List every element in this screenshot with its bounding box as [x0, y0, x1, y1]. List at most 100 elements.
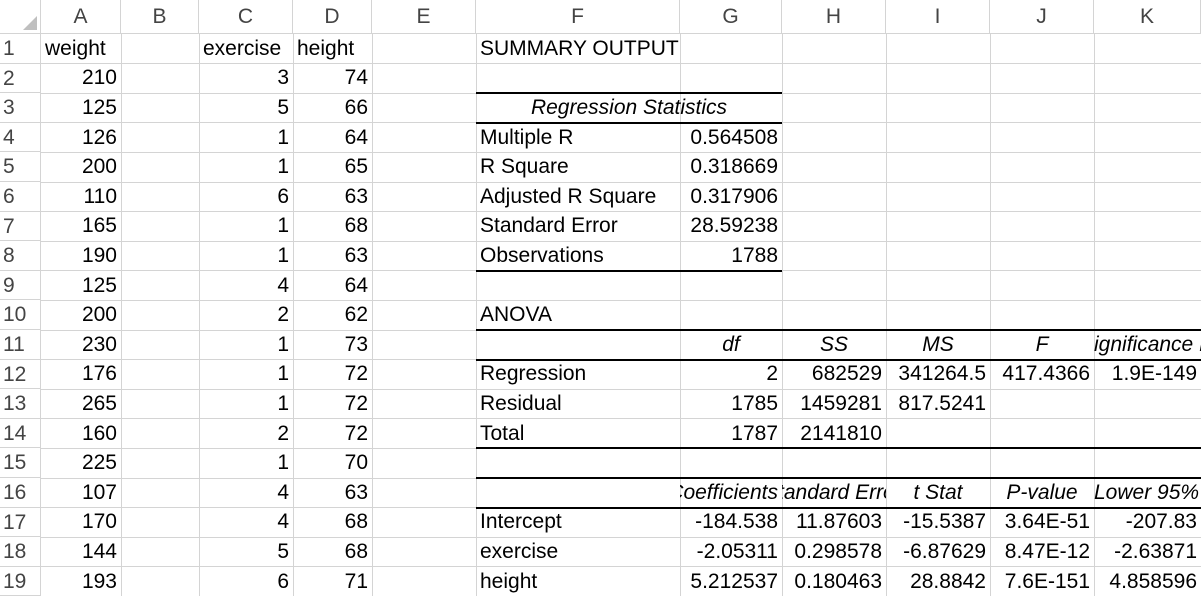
coef-header-coefficients[interactable]: Coefficients	[680, 480, 778, 504]
weight-cell[interactable]: 176	[81, 362, 117, 386]
exercise-cell[interactable]: 6	[277, 184, 289, 208]
row-header-10[interactable]: 10	[0, 300, 41, 330]
exercise-cell[interactable]: 4	[277, 480, 289, 504]
weight-cell[interactable]: 190	[81, 243, 117, 267]
height-cell[interactable]: 70	[344, 451, 368, 475]
row-header-18[interactable]: 18	[0, 537, 41, 567]
coef-header-lower-95[interactable]: Lower 95%	[1094, 478, 1201, 508]
coef-p-value[interactable]: 3.64E-51	[1004, 510, 1090, 534]
exercise-cell[interactable]: 3	[277, 66, 289, 90]
weight-cell[interactable]: 125	[81, 95, 117, 119]
column-header-g[interactable]: G	[680, 0, 782, 34]
weight-cell[interactable]: 193	[81, 569, 117, 593]
coef-row-label[interactable]: Intercept	[480, 510, 562, 534]
weight-cell[interactable]: 225	[81, 451, 117, 475]
exercise-cell[interactable]: 1	[277, 125, 289, 149]
height-cell[interactable]: 65	[344, 155, 368, 179]
height-cell[interactable]: 63	[344, 243, 368, 267]
regstat-label[interactable]: Observations	[480, 243, 604, 267]
row-header-19[interactable]: 19	[0, 566, 41, 596]
coef-header-standard-error[interactable]: Standard Error	[782, 478, 886, 508]
exercise-cell[interactable]: 1	[277, 362, 289, 386]
regstat-value[interactable]: 0.317906	[690, 184, 778, 208]
exercise-cell[interactable]: 6	[277, 569, 289, 593]
coef-row-label[interactable]: height	[480, 569, 538, 593]
regstat-label[interactable]: R Square	[480, 155, 569, 179]
column-header-k[interactable]: K	[1094, 0, 1201, 34]
exercise-cell[interactable]: 2	[277, 303, 289, 327]
anova-title[interactable]: ANOVA	[480, 303, 552, 327]
exercise-cell[interactable]: 1	[277, 155, 289, 179]
weight-cell[interactable]: 126	[81, 125, 117, 149]
row-header-17[interactable]: 17	[0, 507, 41, 538]
column-header-e[interactable]: E	[372, 0, 476, 34]
coef-standard-error[interactable]: 0.180463	[794, 569, 882, 593]
height-cell[interactable]: 73	[344, 332, 368, 356]
coef-header-p-value[interactable]: P-value	[1006, 480, 1078, 504]
exercise-cell[interactable]: 1	[277, 332, 289, 356]
coef-value[interactable]: -2.05311	[696, 539, 778, 563]
coef-standard-error[interactable]: 0.298578	[794, 539, 882, 563]
row-header-15[interactable]: 15	[0, 448, 41, 478]
height-cell[interactable]: 66	[344, 95, 368, 119]
exercise-cell[interactable]: 4	[277, 273, 289, 297]
height-cell[interactable]: 63	[344, 184, 368, 208]
exercise-cell[interactable]: 1	[277, 214, 289, 238]
anova-ss[interactable]: 2141810	[800, 421, 882, 445]
row-header-9[interactable]: 9	[0, 270, 41, 301]
header-cell-exercise[interactable]: exercise	[203, 36, 282, 60]
coef-header-t-stat[interactable]: t Stat	[913, 480, 963, 504]
header-cell-height[interactable]: height	[297, 36, 355, 60]
regstat-value[interactable]: 0.564508	[690, 125, 778, 149]
row-header-6[interactable]: 6	[0, 182, 41, 212]
weight-cell[interactable]: 200	[81, 303, 117, 327]
height-cell[interactable]: 72	[344, 391, 368, 415]
row-header-5[interactable]: 5	[0, 152, 41, 182]
anova-df[interactable]: 2	[766, 362, 778, 386]
coef-value[interactable]: 5.212537	[690, 569, 778, 593]
coef-value[interactable]: -184.538	[695, 510, 778, 534]
coef-lower-95[interactable]: -207.83	[1125, 510, 1197, 534]
anova-df[interactable]: 1785	[731, 391, 778, 415]
coef-p-value[interactable]: 7.6E-151	[1004, 569, 1090, 593]
height-cell[interactable]: 72	[344, 362, 368, 386]
regstat-value[interactable]: 0.318669	[690, 155, 778, 179]
column-header-j[interactable]: J	[990, 0, 1094, 34]
row-header-3[interactable]: 3	[0, 93, 41, 123]
anova-header-ms[interactable]: MS	[922, 332, 954, 356]
weight-cell[interactable]: 144	[81, 539, 117, 563]
row-header-12[interactable]: 12	[0, 359, 41, 390]
height-cell[interactable]: 64	[344, 125, 368, 149]
exercise-cell[interactable]: 4	[277, 510, 289, 534]
row-header-1[interactable]: 1	[0, 34, 41, 64]
row-header-13[interactable]: 13	[0, 389, 41, 419]
anova-row-label[interactable]: Residual	[480, 391, 562, 415]
row-header-8[interactable]: 8	[0, 241, 41, 271]
row-header-14[interactable]: 14	[0, 418, 41, 449]
anova-df[interactable]: 1787	[731, 421, 778, 445]
column-header-d[interactable]: D	[293, 0, 372, 34]
regression-statistics-header[interactable]: Regression Statistics	[530, 95, 728, 119]
weight-cell[interactable]: 265	[81, 391, 117, 415]
weight-cell[interactable]: 210	[81, 66, 117, 90]
weight-cell[interactable]: 170	[81, 510, 117, 534]
height-cell[interactable]: 68	[344, 510, 368, 534]
weight-cell[interactable]: 230	[81, 332, 117, 356]
header-cell-weight[interactable]: weight	[45, 36, 106, 60]
anova-row-label[interactable]: Total	[480, 421, 525, 445]
coef-p-value[interactable]: 8.47E-12	[1004, 539, 1090, 563]
height-cell[interactable]: 64	[344, 273, 368, 297]
exercise-cell[interactable]: 1	[277, 451, 289, 475]
height-cell[interactable]: 63	[344, 480, 368, 504]
regstat-label[interactable]: Adjusted R Square	[480, 184, 657, 208]
column-header-c[interactable]: C	[199, 0, 293, 34]
row-header-7[interactable]: 7	[0, 211, 41, 242]
coef-t-stat[interactable]: -6.87629	[903, 539, 986, 563]
coef-row-label[interactable]: exercise	[480, 539, 559, 563]
height-cell[interactable]: 72	[344, 421, 368, 445]
anova-header-ss[interactable]: SS	[819, 332, 848, 356]
anova-row-label[interactable]: Regression	[480, 362, 587, 386]
height-cell[interactable]: 71	[344, 569, 368, 593]
column-header-i[interactable]: I	[886, 0, 990, 34]
height-cell[interactable]: 68	[344, 214, 368, 238]
